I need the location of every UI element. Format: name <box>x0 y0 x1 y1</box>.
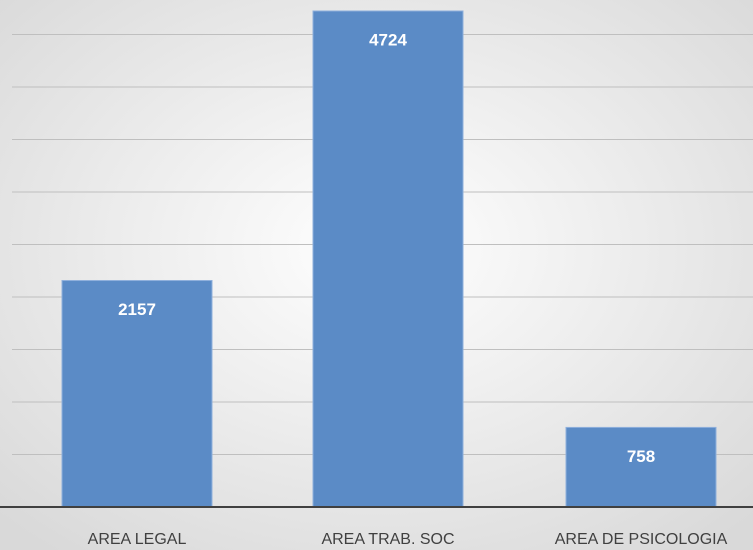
bar <box>565 426 717 508</box>
data-label: 758 <box>627 447 655 466</box>
data-label: 2157 <box>118 300 156 319</box>
x-tick-label: AREA DE PSICOLOGIA <box>555 531 728 548</box>
x-tick-label: AREA LEGAL <box>88 531 187 548</box>
bar <box>312 10 464 508</box>
bar <box>61 280 213 508</box>
x-tick-label: AREA TRAB. SOC <box>321 531 454 548</box>
data-label: 4724 <box>369 30 407 49</box>
